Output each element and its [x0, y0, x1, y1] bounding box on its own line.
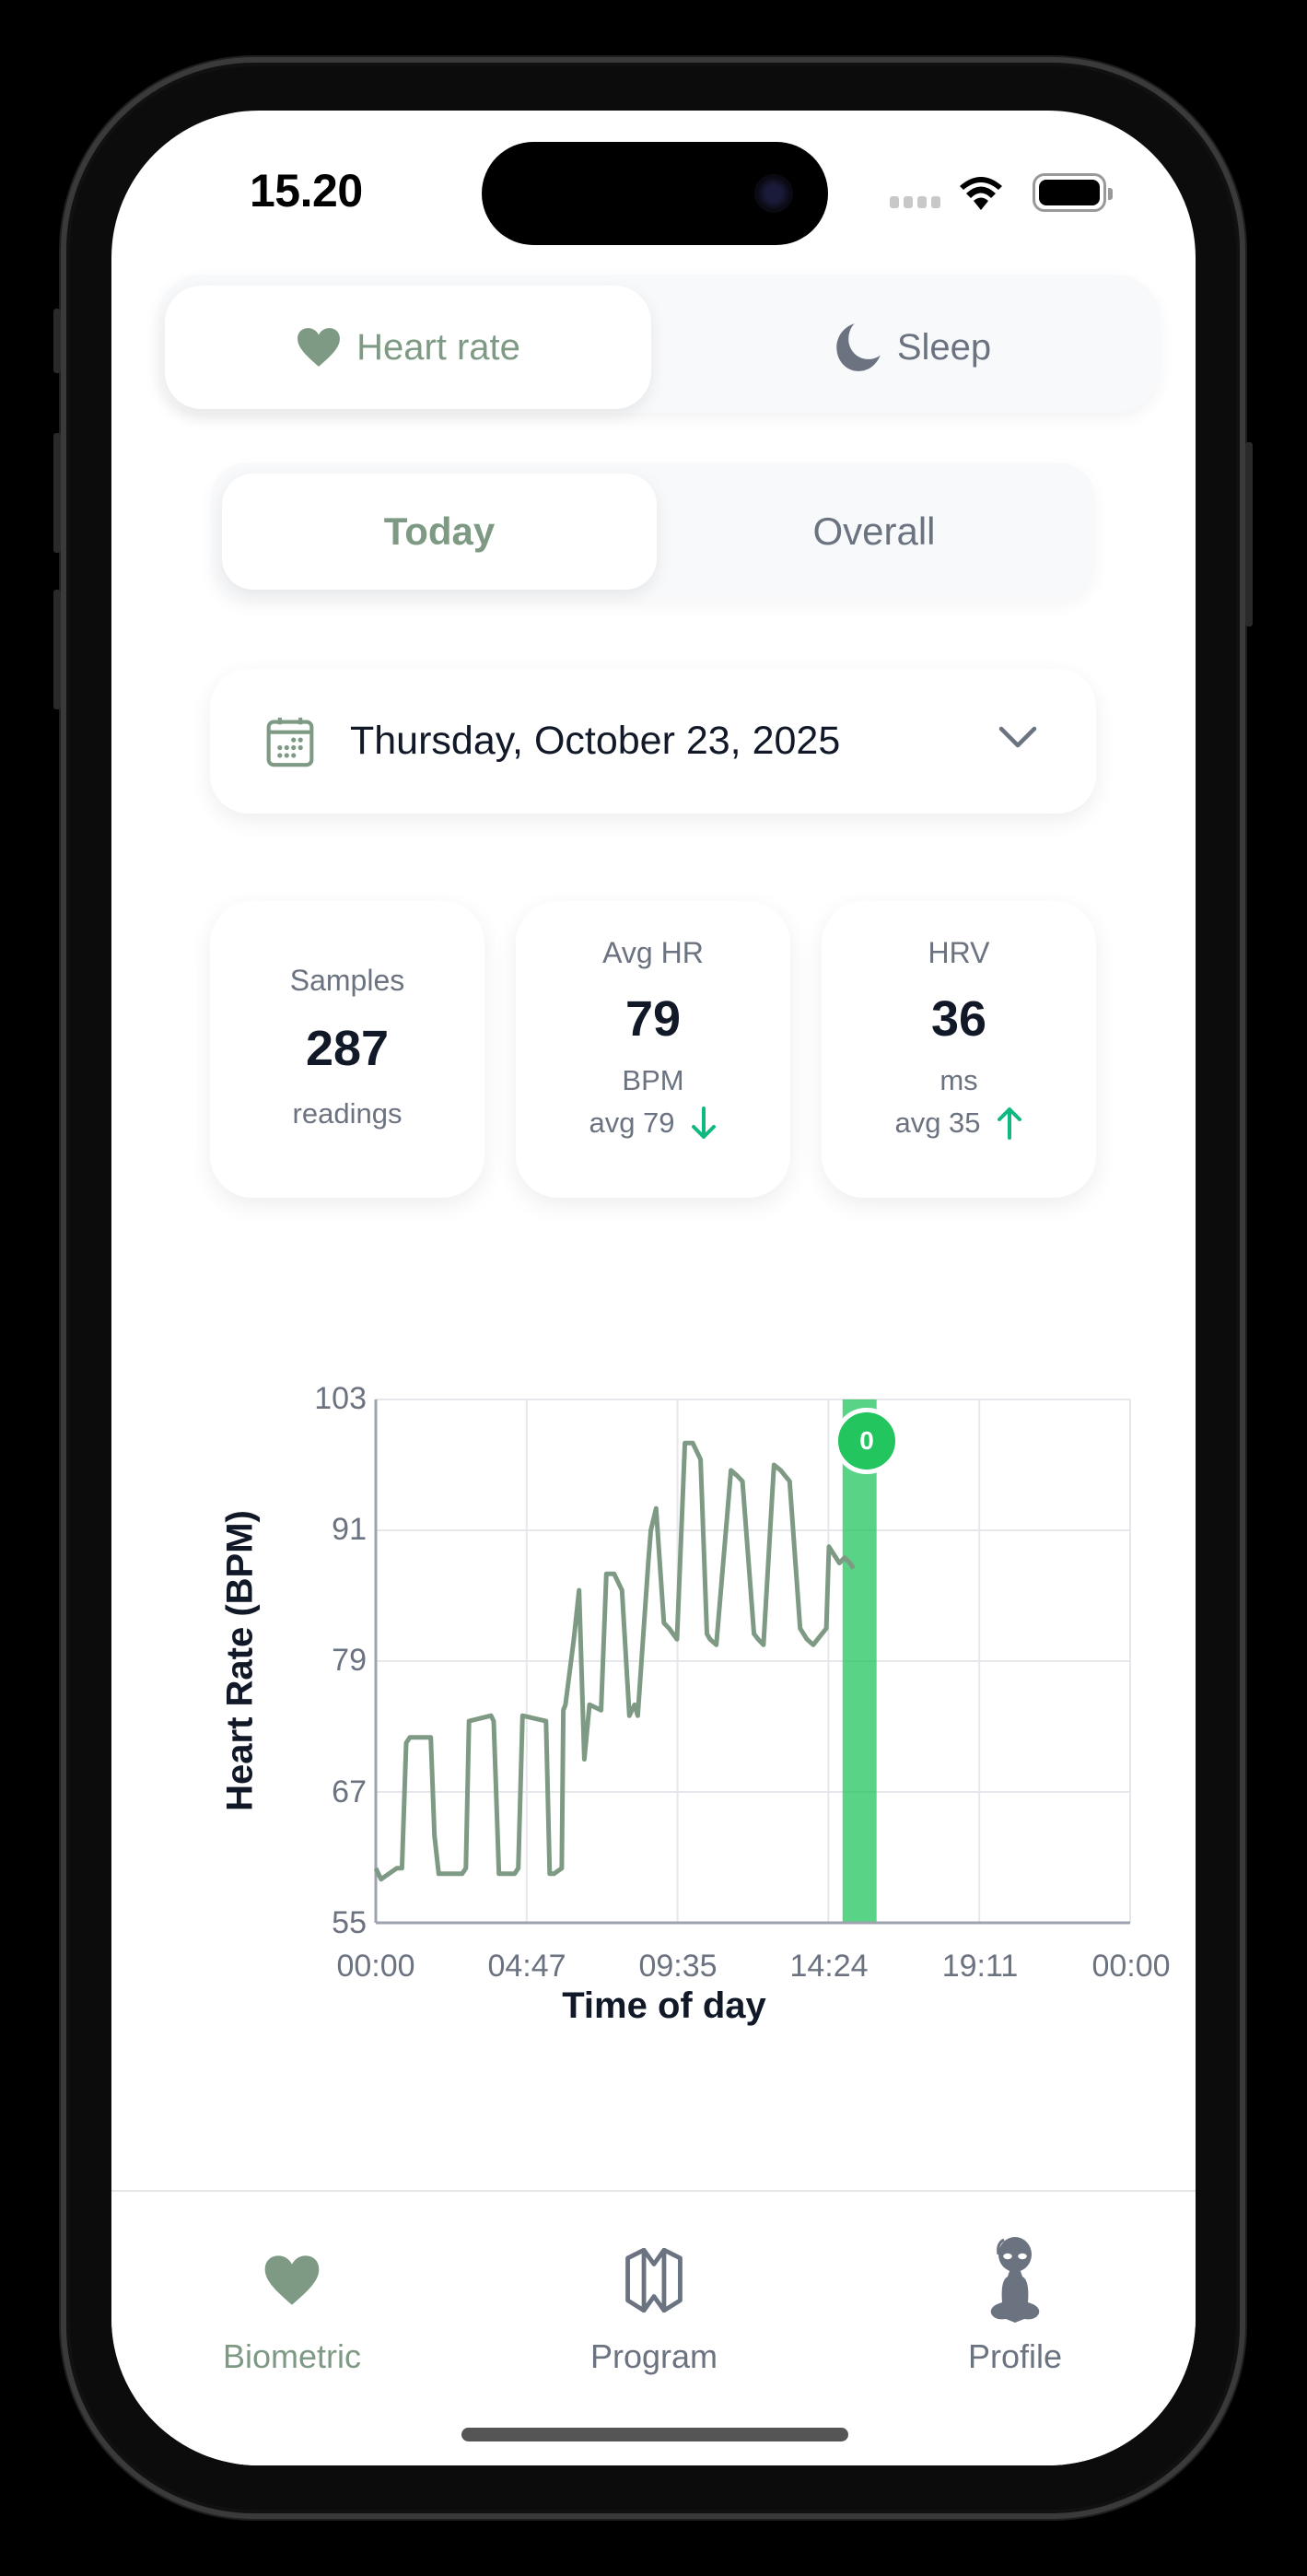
tab-profile[interactable]: Profile: [895, 2236, 1135, 2376]
avg-hr-label: Avg HR: [602, 936, 704, 969]
avg-hr-unit: BPM: [622, 1064, 684, 1096]
dynamic-island: [482, 142, 828, 245]
calendar-icon: [266, 717, 314, 767]
battery-icon: [1033, 173, 1113, 212]
x-tick: 00:00: [1091, 1949, 1171, 1984]
samples-value: 287: [305, 1021, 390, 1076]
moon-icon: [836, 323, 881, 371]
action-button: [53, 309, 61, 373]
alien-icon: [990, 2237, 1040, 2323]
hrv-value: 36: [930, 991, 987, 1047]
y-tick: 79: [332, 1643, 367, 1678]
heart-icon: [264, 2255, 320, 2305]
hrv-card: HRV 36 ms avg 35: [822, 901, 1096, 1198]
x-tick: 14:24: [789, 1949, 869, 1984]
tab-overall-label: Overall: [812, 509, 936, 553]
volume-down-button: [53, 590, 61, 709]
camera-icon: [754, 174, 793, 213]
app-screen: 15.20 Heart rate Sleep Today Overall: [111, 111, 1196, 2465]
avg-hr-baseline: avg 79: [516, 1107, 790, 1140]
metric-type-segmented-control: Heart rate Sleep: [158, 275, 1160, 413]
home-indicator: [461, 2428, 848, 2441]
hrv-label: HRV: [928, 936, 990, 969]
tab-biometric-label: Biometric: [222, 2337, 362, 2375]
selected-date: Thursday, October 23, 2025: [350, 719, 841, 763]
tab-heart-rate[interactable]: Heart rate: [165, 286, 651, 409]
samples-label: Samples: [289, 964, 405, 997]
tab-program[interactable]: Program: [534, 2236, 774, 2376]
hrv-baseline-text: avg 35: [894, 1107, 981, 1139]
arrow-up-icon: [997, 1107, 1021, 1140]
map-icon: [625, 2248, 683, 2313]
y-tick: 91: [332, 1512, 367, 1547]
bottom-tab-bar: Biometric Program Profile: [111, 2190, 1196, 2465]
tab-today-label: Today: [383, 509, 496, 553]
x-tick: 19:11: [941, 1949, 1019, 1984]
date-picker[interactable]: Thursday, October 23, 2025: [210, 669, 1096, 814]
y-tick: 103: [314, 1381, 367, 1416]
heart-icon: [298, 328, 340, 367]
x-tick: 04:47: [487, 1949, 566, 1984]
tab-sleep-label: Sleep: [896, 326, 992, 368]
hrv-unit: ms: [939, 1064, 978, 1096]
samples-card: Samples 287 readings: [210, 901, 484, 1198]
avg-hr-card: Avg HR 79 BPM avg 79: [516, 901, 790, 1198]
tab-biometric[interactable]: Biometric: [172, 2236, 412, 2376]
arrow-down-icon: [691, 1107, 716, 1139]
power-button: [1245, 442, 1253, 626]
y-tick: 55: [332, 1905, 367, 1940]
x-tick: 00:00: [336, 1949, 415, 1984]
tab-heart-rate-label: Heart rate: [356, 326, 520, 368]
status-time: 15.20: [250, 165, 363, 217]
volume-up-button: [53, 433, 61, 553]
y-tick: 67: [332, 1774, 367, 1809]
x-axis-title: Time of day: [562, 1985, 766, 2026]
tab-overall[interactable]: Overall: [662, 474, 1086, 590]
avg-hr-value: 79: [624, 991, 682, 1047]
chevron-down-icon[interactable]: [998, 724, 1037, 750]
wifi-icon: [960, 177, 1002, 210]
tab-profile-label: Profile: [967, 2337, 1063, 2375]
tab-today[interactable]: Today: [222, 474, 657, 590]
highlight-badge[interactable]: 0: [834, 1408, 900, 1474]
cellular-signal-icon: [890, 196, 940, 208]
period-segmented-control: Today Overall: [211, 463, 1095, 601]
y-axis-title: Heart Rate (BPM): [219, 1510, 261, 1811]
tab-program-label: Program: [589, 2337, 718, 2375]
avg-hr-baseline-text: avg 79: [589, 1107, 675, 1139]
tab-sleep[interactable]: Sleep: [673, 286, 1152, 409]
x-tick: 09:35: [638, 1949, 718, 1984]
samples-unit: readings: [292, 1097, 403, 1130]
hrv-baseline: avg 35: [822, 1107, 1096, 1140]
